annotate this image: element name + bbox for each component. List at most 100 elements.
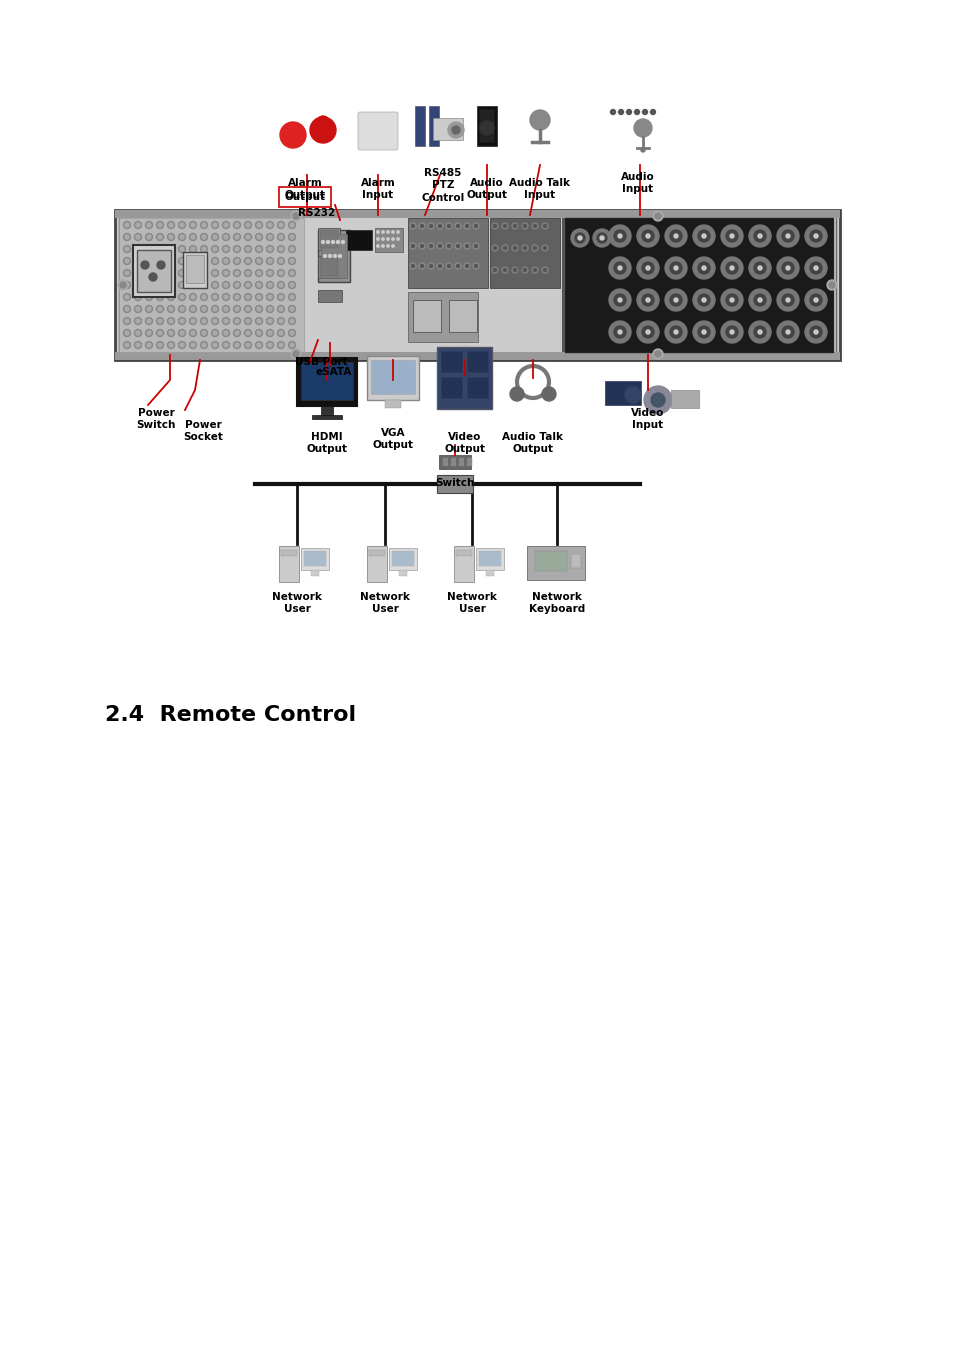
Circle shape bbox=[593, 230, 610, 247]
Circle shape bbox=[698, 262, 709, 274]
Circle shape bbox=[136, 306, 140, 310]
Circle shape bbox=[493, 269, 496, 271]
Circle shape bbox=[191, 271, 194, 275]
Circle shape bbox=[641, 230, 654, 242]
Circle shape bbox=[429, 265, 432, 267]
Circle shape bbox=[244, 329, 252, 336]
Circle shape bbox=[392, 244, 394, 247]
Bar bbox=[304, 551, 326, 566]
Circle shape bbox=[246, 259, 250, 263]
Circle shape bbox=[541, 267, 547, 273]
Text: RS232: RS232 bbox=[297, 208, 335, 217]
Circle shape bbox=[136, 223, 140, 227]
Circle shape bbox=[255, 221, 262, 228]
Circle shape bbox=[200, 246, 208, 252]
Circle shape bbox=[381, 244, 384, 247]
Circle shape bbox=[268, 343, 272, 347]
Circle shape bbox=[692, 289, 714, 310]
Circle shape bbox=[212, 329, 218, 336]
Circle shape bbox=[180, 235, 184, 239]
Circle shape bbox=[420, 224, 423, 228]
Circle shape bbox=[178, 221, 185, 228]
Circle shape bbox=[293, 213, 298, 219]
Circle shape bbox=[244, 270, 252, 277]
Circle shape bbox=[246, 284, 250, 288]
Circle shape bbox=[190, 282, 196, 289]
Circle shape bbox=[256, 259, 261, 263]
Text: Network
Keyboard: Network Keyboard bbox=[528, 593, 584, 614]
Circle shape bbox=[376, 244, 378, 247]
Circle shape bbox=[156, 293, 163, 301]
Circle shape bbox=[158, 235, 162, 239]
Circle shape bbox=[180, 343, 184, 347]
Circle shape bbox=[278, 235, 283, 239]
Circle shape bbox=[650, 109, 655, 115]
Circle shape bbox=[136, 284, 140, 288]
Circle shape bbox=[191, 306, 194, 310]
Circle shape bbox=[328, 255, 331, 258]
Circle shape bbox=[438, 265, 441, 267]
Circle shape bbox=[781, 294, 793, 306]
Circle shape bbox=[147, 319, 151, 323]
Circle shape bbox=[136, 259, 140, 263]
Circle shape bbox=[758, 329, 761, 333]
Circle shape bbox=[278, 223, 283, 227]
Circle shape bbox=[256, 296, 261, 298]
Circle shape bbox=[190, 305, 196, 312]
Circle shape bbox=[278, 343, 283, 347]
Text: Video
Output: Video Output bbox=[444, 432, 485, 455]
Circle shape bbox=[246, 343, 250, 347]
Circle shape bbox=[222, 221, 230, 228]
Bar bbox=[317, 230, 350, 282]
Circle shape bbox=[720, 225, 742, 247]
Circle shape bbox=[637, 321, 659, 343]
Circle shape bbox=[813, 298, 817, 302]
Circle shape bbox=[244, 305, 252, 312]
Circle shape bbox=[510, 387, 523, 401]
Circle shape bbox=[123, 270, 131, 277]
Bar bbox=[408, 217, 488, 288]
Circle shape bbox=[376, 231, 378, 234]
Bar bbox=[375, 228, 402, 252]
Circle shape bbox=[465, 224, 468, 228]
Circle shape bbox=[543, 224, 546, 228]
Circle shape bbox=[212, 282, 218, 289]
Circle shape bbox=[146, 329, 152, 336]
Circle shape bbox=[288, 317, 295, 324]
Circle shape bbox=[411, 265, 414, 267]
Circle shape bbox=[222, 329, 230, 336]
Circle shape bbox=[256, 247, 261, 251]
Circle shape bbox=[213, 319, 216, 323]
Bar bbox=[429, 107, 438, 146]
Circle shape bbox=[191, 319, 194, 323]
Bar bbox=[604, 381, 640, 405]
Circle shape bbox=[146, 342, 152, 348]
Circle shape bbox=[118, 279, 128, 290]
Bar bbox=[438, 455, 471, 468]
Circle shape bbox=[637, 289, 659, 310]
Circle shape bbox=[141, 261, 149, 269]
Circle shape bbox=[234, 331, 239, 335]
Circle shape bbox=[178, 317, 185, 324]
Circle shape bbox=[614, 262, 625, 274]
Circle shape bbox=[521, 244, 527, 251]
Circle shape bbox=[125, 223, 129, 227]
Circle shape bbox=[652, 350, 662, 359]
Circle shape bbox=[618, 298, 621, 302]
Circle shape bbox=[234, 296, 239, 298]
Circle shape bbox=[190, 317, 196, 324]
Text: Alarm
Input: Alarm Input bbox=[360, 178, 395, 200]
Circle shape bbox=[178, 293, 185, 301]
Text: Power
Socket: Power Socket bbox=[183, 420, 223, 443]
Circle shape bbox=[634, 119, 651, 136]
Circle shape bbox=[532, 244, 537, 251]
Circle shape bbox=[146, 246, 152, 252]
Circle shape bbox=[701, 234, 705, 238]
Bar bbox=[408, 292, 477, 342]
Circle shape bbox=[212, 293, 218, 301]
Circle shape bbox=[474, 265, 477, 267]
Bar bbox=[442, 458, 448, 466]
Circle shape bbox=[785, 329, 789, 333]
Circle shape bbox=[158, 331, 162, 335]
Circle shape bbox=[123, 329, 131, 336]
